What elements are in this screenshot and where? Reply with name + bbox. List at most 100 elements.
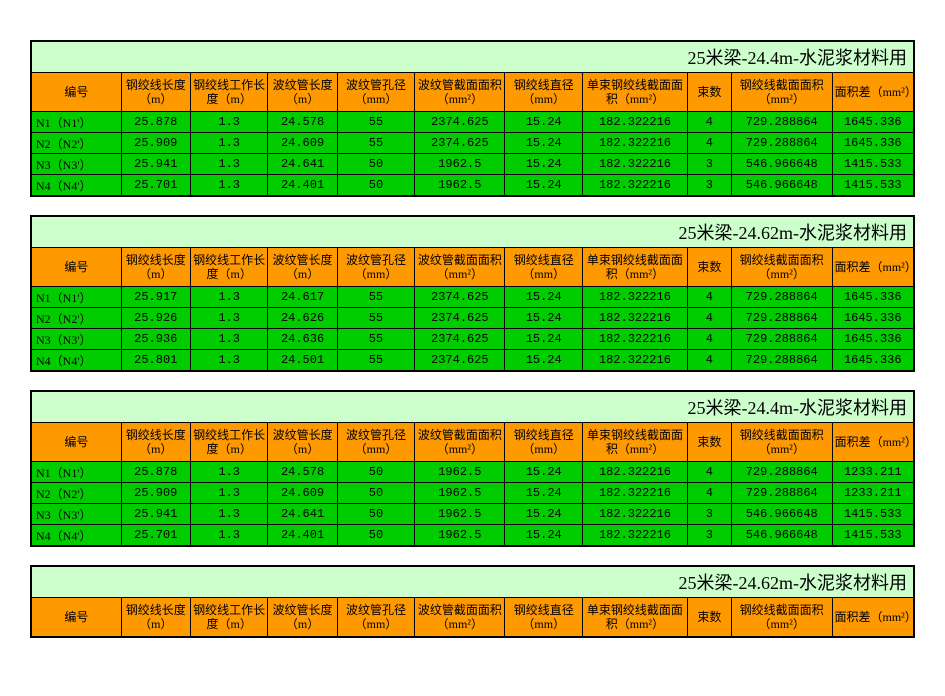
table-cell: 1.3 xyxy=(190,112,268,133)
table-cell: 182.322216 xyxy=(583,462,688,483)
table-cell: 25.878 xyxy=(121,112,190,133)
table-cell: 55 xyxy=(337,133,415,154)
column-header: 波纹管截面面积（mm²） xyxy=(415,248,505,287)
table-cell: 3 xyxy=(687,154,731,175)
column-header: 单束钢绞线截面面积（mm²） xyxy=(583,73,688,112)
column-header: 编号 xyxy=(31,423,121,462)
table-cell: 4 xyxy=(687,287,731,308)
table-cell: 25.878 xyxy=(121,462,190,483)
table-cell: 50 xyxy=(337,462,415,483)
table-cell: 1.3 xyxy=(190,154,268,175)
table-cell: N3（N3'） xyxy=(31,504,121,525)
table-cell: 2374.625 xyxy=(415,133,505,154)
data-table: 25米梁-24.4m-水泥浆材料用编号钢绞线长度（m）钢绞线工作长度（m）波纹管… xyxy=(30,390,915,547)
table-cell: 15.24 xyxy=(505,525,583,547)
column-header: 波纹管长度（m） xyxy=(268,73,337,112)
table-cell: 729.288864 xyxy=(731,287,832,308)
table-cell: 1.3 xyxy=(190,133,268,154)
table-cell: N1（N1'） xyxy=(31,112,121,133)
table-cell: 729.288864 xyxy=(731,483,832,504)
column-header: 束数 xyxy=(687,248,731,287)
table-cell: 1962.5 xyxy=(415,462,505,483)
table-cell: 1962.5 xyxy=(415,525,505,547)
table-cell: 182.322216 xyxy=(583,483,688,504)
table-cell: 1.3 xyxy=(190,525,268,547)
table-row: N2（N2'）25.9091.324.609552374.62515.24182… xyxy=(31,133,914,154)
table-cell: 25.917 xyxy=(121,287,190,308)
column-header: 编号 xyxy=(31,73,121,112)
column-header: 面积差（mm²） xyxy=(832,423,914,462)
table-cell: 4 xyxy=(687,462,731,483)
table-cell: 15.24 xyxy=(505,133,583,154)
table-row: N2（N2'）25.9261.324.626552374.62515.24182… xyxy=(31,308,914,329)
table-cell: 50 xyxy=(337,525,415,547)
table-cell: 2374.625 xyxy=(415,112,505,133)
column-header: 波纹管截面面积（mm²） xyxy=(415,598,505,638)
table-cell: 1.3 xyxy=(190,462,268,483)
column-header: 钢绞线直径（mm） xyxy=(505,73,583,112)
column-header: 波纹管截面面积（mm²） xyxy=(415,423,505,462)
column-header: 钢绞线直径（mm） xyxy=(505,423,583,462)
table-cell: 1415.533 xyxy=(832,525,914,547)
table-cell: 1962.5 xyxy=(415,483,505,504)
table-cell: N3（N3'） xyxy=(31,329,121,350)
table-cell: 55 xyxy=(337,287,415,308)
table-cell: 1.3 xyxy=(190,483,268,504)
table-cell: N1（N1'） xyxy=(31,462,121,483)
table-cell: 1645.336 xyxy=(832,133,914,154)
table-cell: 24.578 xyxy=(268,112,337,133)
table-cell: 182.322216 xyxy=(582,287,687,308)
table-cell: 546.966648 xyxy=(731,175,832,197)
table-cell: 729.288864 xyxy=(731,112,832,133)
column-header: 束数 xyxy=(687,423,731,462)
table-cell: 15.24 xyxy=(505,287,583,308)
table-title: 25米梁-24.4m-水泥浆材料用 xyxy=(31,41,914,73)
table-cell: 55 xyxy=(337,308,415,329)
table-cell: 1.3 xyxy=(190,350,268,372)
table-cell: 1.3 xyxy=(190,329,268,350)
table-cell: N2（N2'） xyxy=(31,483,121,504)
table-cell: 15.24 xyxy=(505,308,583,329)
table-cell: 729.288864 xyxy=(731,308,832,329)
table-cell: 15.24 xyxy=(505,175,583,197)
table-cell: 25.801 xyxy=(121,350,190,372)
table-cell: 1.3 xyxy=(190,175,268,197)
table-cell: 4 xyxy=(687,133,731,154)
table-title: 25米梁-24.62m-水泥浆材料用 xyxy=(31,216,914,248)
table-cell: 50 xyxy=(337,483,415,504)
column-header: 面积差（mm²） xyxy=(832,598,914,638)
table-row: N3（N3'）25.9411.324.641501962.515.24182.3… xyxy=(31,154,914,175)
table-cell: 25.701 xyxy=(121,525,190,547)
table-row: N3（N3'）25.9411.324.641501962.515.24182.3… xyxy=(31,504,914,525)
table-cell: 4 xyxy=(687,112,731,133)
table-cell: 24.501 xyxy=(268,350,337,372)
table-cell: 24.609 xyxy=(268,133,337,154)
column-header: 钢绞线直径（mm） xyxy=(505,248,583,287)
column-header: 钢绞线截面面积（mm²） xyxy=(731,598,832,638)
table-cell: 3 xyxy=(687,175,731,197)
table-cell: 546.966648 xyxy=(731,504,832,525)
table-cell: 25.941 xyxy=(121,154,190,175)
column-header: 波纹管长度（m） xyxy=(268,598,337,638)
column-header: 波纹管孔径（mm） xyxy=(337,423,415,462)
table-cell: 182.322216 xyxy=(582,308,687,329)
table-cell: 24.578 xyxy=(268,462,337,483)
table-cell: 182.322216 xyxy=(582,329,687,350)
table-cell: 2374.625 xyxy=(415,308,505,329)
column-header: 面积差（mm²） xyxy=(832,248,914,287)
table-cell: 1415.533 xyxy=(832,175,914,197)
column-header: 波纹管截面面积（mm²） xyxy=(415,73,505,112)
column-header: 波纹管长度（m） xyxy=(268,248,337,287)
table-row: N2（N2'）25.9091.324.609501962.515.24182.3… xyxy=(31,483,914,504)
table-cell: 1645.336 xyxy=(832,287,914,308)
table-cell: 24.641 xyxy=(268,504,337,525)
table-cell: 1.3 xyxy=(190,504,268,525)
column-header: 单束钢绞线截面面积（mm²） xyxy=(583,423,688,462)
table-cell: 1645.336 xyxy=(832,329,914,350)
column-header: 束数 xyxy=(687,598,731,638)
table-cell: N2（N2'） xyxy=(31,133,121,154)
table-cell: 55 xyxy=(337,329,415,350)
table-cell: 1645.336 xyxy=(832,112,914,133)
table-cell: N4（N4'） xyxy=(31,175,121,197)
table-cell: 1233.211 xyxy=(832,462,914,483)
